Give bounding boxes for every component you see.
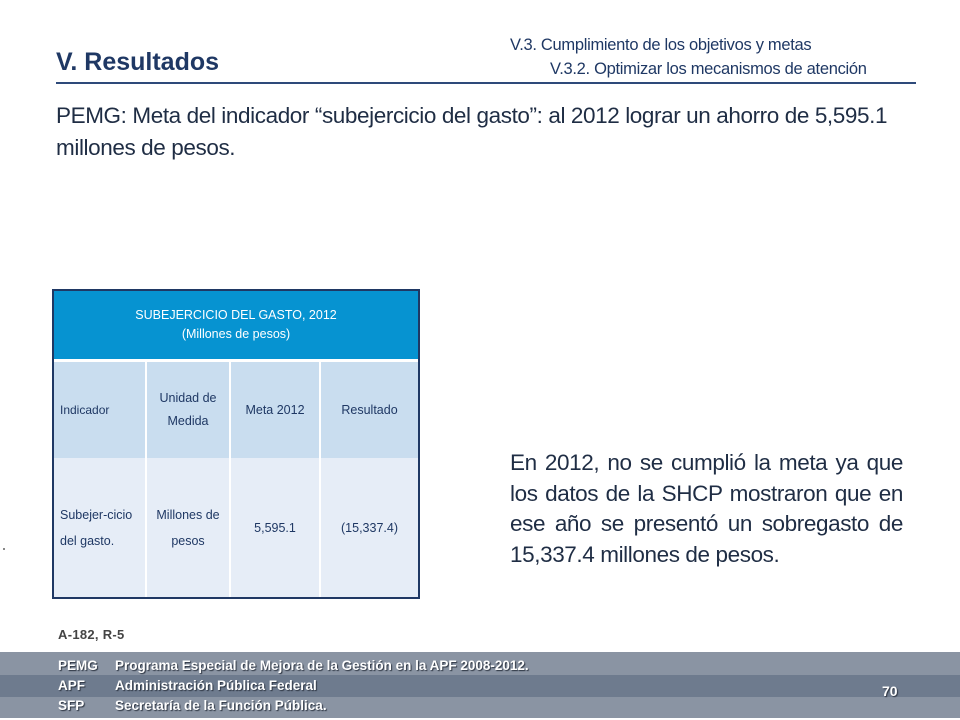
reference-code: A-182, R-5 [58,627,125,642]
glossary-abbr: SFP [58,698,85,713]
cell-unidad: Millones de pesos [146,458,231,597]
results-table: SUBEJERCICIO DEL GASTO, 2012 (Millones d… [52,289,420,599]
breadcrumb: V.3. Cumplimiento de los objetivos y met… [510,33,867,81]
margin-mark [3,548,5,550]
column-header-resultado: Resultado [320,360,419,458]
glossary-item: PEMG Programa Especial de Mejora de la Ge… [58,656,529,676]
footer-glossary: PEMG Programa Especial de Mejora de la Ge… [58,656,529,716]
table-header-row: Indicador Unidad de Medida Meta 2012 Res… [54,360,419,458]
footer-stripe [0,675,960,697]
glossary-item: SFP Secretaría de la Función Pública. [58,696,529,716]
page-number: 70 [882,683,898,699]
table-title: SUBEJERCICIO DEL GASTO, 2012 (Millones d… [54,291,419,362]
cell-resultado: (15,337.4) [320,458,419,597]
glossary-definition: Secretaría de la Función Pública. [115,698,327,713]
glossary-item: APF Administración Pública Federal [58,676,529,696]
column-header-meta: Meta 2012 [230,360,321,458]
results-table-grid: SUBEJERCICIO DEL GASTO, 2012 (Millones d… [54,291,419,597]
breadcrumb-level-2: V.3.2. Optimizar los mecanismos de atenc… [550,60,867,78]
glossary-abbr: PEMG [58,658,98,673]
glossary-definition: Administración Pública Federal [115,678,317,693]
result-explanation: En 2012, no se cumplió la meta ya que lo… [510,450,903,567]
glossary-abbr: APF [58,678,85,693]
table-row: Subejer-cicio del gasto. Millones de pes… [54,458,419,597]
table-subtitle-text: (Millones de pesos) [181,327,291,341]
column-header-indicador: Indicador [54,360,147,458]
section-title: V. Resultados [56,48,220,76]
title-divider [56,82,916,84]
column-header-unidad: Unidad de Medida [146,360,231,458]
table-title-text: SUBEJERCICIO DEL GASTO, 2012 [135,308,337,322]
intro-paragraph: PEMG: Meta del indicador “subejercicio d… [56,103,888,160]
glossary-definition: Programa Especial de Mejora de la Gestió… [115,658,529,673]
cell-meta: 5,595.1 [230,458,321,597]
cell-indicador: Subejer-cicio del gasto. [54,458,147,597]
breadcrumb-level-1: V.3. Cumplimiento de los objetivos y met… [510,36,812,54]
